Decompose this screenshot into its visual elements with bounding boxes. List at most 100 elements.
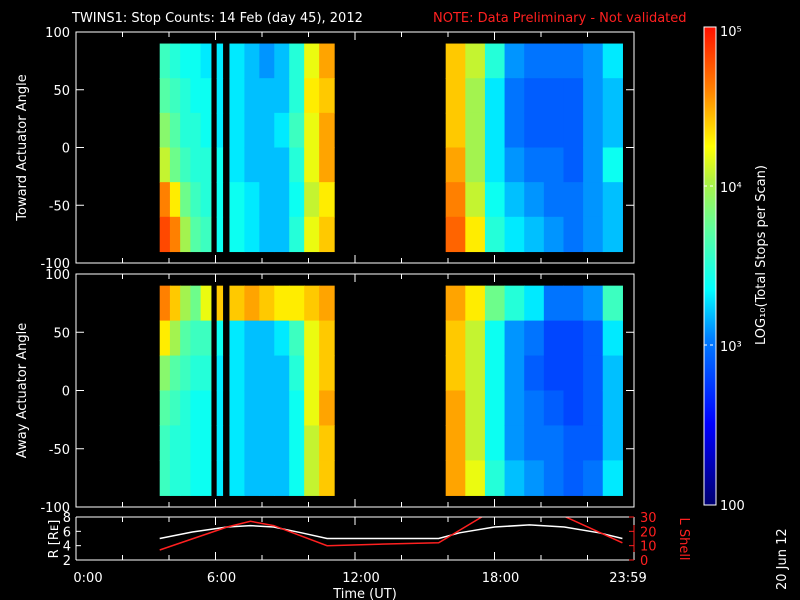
y-tick-label: -100 xyxy=(40,501,70,516)
colorbar-gradient xyxy=(703,26,717,506)
heatmap-cell xyxy=(244,320,260,357)
y2-tick-label: 30 xyxy=(640,511,657,526)
heatmap-cell xyxy=(563,425,584,461)
heatmap-cell xyxy=(244,147,260,183)
x-tick-label: 6:00 xyxy=(207,571,236,586)
heatmap-cell xyxy=(304,285,320,322)
y-tick-label: 6 xyxy=(63,525,71,540)
heatmap-cell xyxy=(484,390,506,427)
heatmap-cell xyxy=(169,112,181,149)
heatmap-cell xyxy=(465,320,486,357)
heatmap-cell xyxy=(504,147,525,183)
y-axis-label: Toward Actuator Angle xyxy=(15,74,30,221)
heatmap-cell xyxy=(304,355,320,392)
heatmap-cell xyxy=(602,460,623,496)
y-tick-label: 8 xyxy=(63,511,71,526)
x-axis-label: Time (UT) xyxy=(332,587,397,600)
heatmap-cell xyxy=(445,390,466,427)
heatmap-cell xyxy=(484,460,506,496)
heatmap-cell xyxy=(216,320,224,357)
heatmap-cell xyxy=(465,216,486,253)
heatmap-cell xyxy=(304,182,320,218)
heatmap-cell xyxy=(524,425,545,461)
heatmap-cell xyxy=(563,78,584,114)
heatmap-cell xyxy=(289,78,305,114)
heatmap-cell xyxy=(304,460,320,496)
y-tick-label: 100 xyxy=(45,26,70,41)
heatmap-cell xyxy=(583,216,604,253)
heatmap-cell xyxy=(274,43,290,79)
heatmap-cell xyxy=(465,390,486,427)
x-tick-label: 18:00 xyxy=(482,571,519,586)
heatmap-cell xyxy=(259,182,275,218)
colorbar-label: LOG₁₀(Total Stops per Scan) xyxy=(754,165,769,345)
heatmap-cell xyxy=(524,320,545,357)
heatmap-cell xyxy=(484,425,506,461)
heatmap-cell xyxy=(524,285,545,322)
heatmap-cell xyxy=(190,112,202,149)
heatmap-cell xyxy=(190,216,202,253)
heatmap-cell xyxy=(583,390,604,427)
heatmap-cell xyxy=(200,285,212,322)
heatmap-cell xyxy=(319,390,335,427)
heatmap-cell xyxy=(216,216,224,253)
heatmap-cell xyxy=(504,43,525,79)
heatmap-cell xyxy=(445,355,466,392)
heatmap-cell xyxy=(445,78,466,114)
heatmap-cell xyxy=(169,285,181,322)
heatmap-cell xyxy=(319,147,335,183)
y-tick-label: -50 xyxy=(49,443,70,458)
colorbar-tick-label: 10⁵ xyxy=(720,25,742,40)
heatmap-cell xyxy=(216,112,224,149)
heatmap-cell xyxy=(484,43,506,79)
heatmap-cell xyxy=(465,147,486,183)
heatmap-cell xyxy=(274,355,290,392)
heatmap-cell xyxy=(484,147,506,183)
heatmap-cell xyxy=(159,285,171,322)
heatmap-cell xyxy=(304,320,320,357)
heatmap-cell xyxy=(602,182,623,218)
heatmap-cell xyxy=(244,216,260,253)
y2-axis-label: L Shell xyxy=(676,517,691,560)
heatmap-cell xyxy=(159,320,171,357)
heatmap-cell xyxy=(169,390,181,427)
heatmap-cell xyxy=(274,182,290,218)
y-tick-label: 0 xyxy=(62,385,70,400)
heatmap-cell xyxy=(180,390,191,427)
heatmap-cell xyxy=(319,182,335,218)
y-tick-label: 50 xyxy=(53,326,70,341)
heatmap-cell xyxy=(190,78,202,114)
heatmap-cell xyxy=(289,182,305,218)
heatmap-cell xyxy=(465,285,486,322)
heatmap-cell xyxy=(524,112,545,149)
heatmap-cell xyxy=(229,112,245,149)
heatmap-cell xyxy=(216,182,224,218)
heatmap-cell xyxy=(229,390,245,427)
heatmap-cell xyxy=(504,112,525,149)
y-tick-label: 2 xyxy=(63,554,71,569)
heatmap-cell xyxy=(543,460,565,496)
heatmap-cell xyxy=(274,460,290,496)
heatmap-cell xyxy=(229,355,245,392)
heatmap-cell xyxy=(583,43,604,79)
heatmap-cell xyxy=(543,285,565,322)
heatmap-cell xyxy=(289,390,305,427)
heatmap-cell xyxy=(244,425,260,461)
x-tick-label: 23:59 xyxy=(609,571,646,586)
heatmap-cell xyxy=(543,112,565,149)
heatmap-cell xyxy=(259,285,275,322)
heatmap-cell xyxy=(524,390,545,427)
heatmap-cell xyxy=(583,182,604,218)
heatmap-cell xyxy=(200,320,212,357)
heatmap-cell xyxy=(190,390,202,427)
heatmap-cell xyxy=(504,320,525,357)
heatmap-cell xyxy=(190,320,202,357)
heatmap-cell xyxy=(229,216,245,253)
heatmap-cell xyxy=(169,355,181,392)
heatmap-cell xyxy=(602,355,623,392)
heatmap-cell xyxy=(563,147,584,183)
heatmap-cell xyxy=(274,425,290,461)
heatmap-cell xyxy=(159,182,171,218)
heatmap-cell xyxy=(504,182,525,218)
heatmap-cell xyxy=(484,355,506,392)
